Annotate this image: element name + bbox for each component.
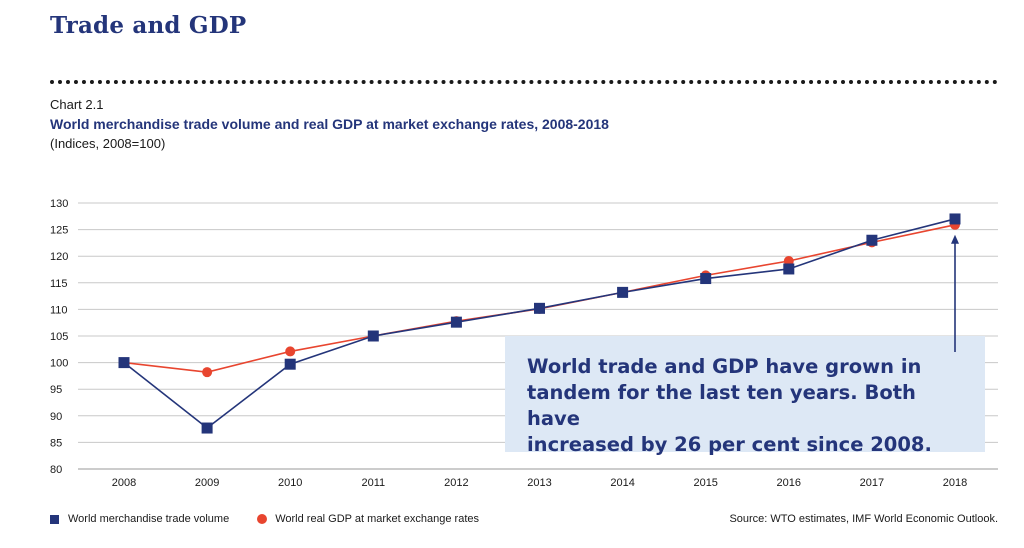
annotation-line-2: tandem for the last ten years. Both have	[527, 381, 916, 430]
y-tick-label: 90	[50, 411, 62, 423]
legend-circle-marker-icon	[257, 514, 268, 524]
trade-point	[949, 213, 961, 225]
y-tick-label: 100	[50, 358, 68, 370]
y-tick-label: 120	[50, 251, 68, 263]
trade-point	[284, 358, 296, 370]
y-tick-label: 85	[50, 437, 62, 449]
x-tick-label: 2010	[278, 477, 302, 489]
source-note: Source: WTO estimates, IMF World Economi…	[729, 513, 998, 525]
x-tick-label: 2013	[527, 477, 551, 489]
annotation-box: World trade and GDP have grown in tandem…	[505, 336, 985, 456]
gdp-point	[285, 346, 296, 357]
trade-point	[534, 302, 545, 314]
annotation-line-1: World trade and GDP have grown in	[527, 355, 922, 378]
y-tick-label: 110	[50, 304, 68, 316]
chart-legend: World merchandise trade volume World rea…	[50, 513, 507, 525]
x-tick-label: 2008	[112, 477, 136, 489]
annotation-line-3: increased by 26 per cent since 2008.	[527, 433, 932, 456]
trade-point	[866, 234, 878, 246]
trade-point	[201, 422, 213, 434]
series-group	[118, 213, 961, 434]
y-tick-label: 105	[50, 331, 68, 343]
chart-number: Chart 2.1	[50, 97, 104, 112]
y-tick-label: 115	[50, 278, 68, 290]
trade-point	[617, 286, 629, 298]
trade-point	[367, 330, 379, 342]
gdp-point	[202, 367, 213, 378]
y-axis-tick-labels: 80 85 90 95 100 105 110 115 120 125 130	[50, 198, 68, 476]
y-tick-label: 95	[50, 384, 62, 396]
x-axis-tick-labels: 2008 2009 2010 2011 2012 2013 2014 2015 2016 2017…	[112, 477, 967, 489]
x-tick-label: 2014	[610, 477, 634, 489]
legend-square-marker-icon	[50, 514, 59, 524]
trade-point	[700, 273, 712, 285]
x-tick-label: 2009	[195, 477, 219, 489]
legend-item-gdp: World real GDP at market exchange rates	[257, 513, 479, 525]
y-tick-label: 130	[50, 198, 68, 210]
annotation-text: World trade and GDP have grown in tandem…	[527, 354, 965, 458]
chart-subtitle: (Indices, 2008=100)	[50, 136, 166, 151]
x-tick-label: 2015	[693, 477, 717, 489]
trade-point	[783, 263, 795, 275]
x-tick-label: 2017	[860, 477, 884, 489]
y-tick-label: 125	[50, 225, 68, 237]
x-tick-label: 2012	[444, 477, 468, 489]
legend-item-trade: World merchandise trade volume	[50, 513, 229, 525]
y-tick-label: 80	[50, 464, 62, 476]
chart-title: World merchandise trade volume and real …	[50, 116, 609, 132]
x-tick-label: 2011	[361, 477, 385, 489]
trade-point	[118, 357, 130, 369]
dotted-divider	[50, 80, 998, 84]
x-tick-label: 2016	[777, 477, 801, 489]
trade-point	[450, 316, 462, 328]
legend-label-trade: World merchandise trade volume	[68, 513, 230, 525]
legend-label-gdp: World real GDP at market exchange rates	[275, 513, 479, 525]
x-tick-label: 2018	[943, 477, 967, 489]
page-title: Trade and GDP	[50, 12, 247, 39]
